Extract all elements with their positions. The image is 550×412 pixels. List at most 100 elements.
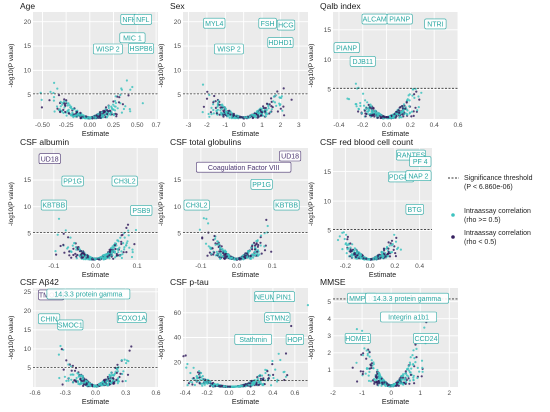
data-point <box>273 101 277 104</box>
data-point <box>60 348 63 351</box>
data-point <box>223 249 227 252</box>
x-axis-title: Estimate <box>232 399 259 406</box>
data-point <box>131 85 134 89</box>
data-point <box>416 366 419 369</box>
data-point <box>59 100 62 103</box>
data-point <box>68 250 71 253</box>
data-point <box>259 108 262 112</box>
data-point <box>88 384 91 387</box>
data-point <box>128 108 131 111</box>
data-point <box>251 244 254 247</box>
panels: -0.50 -0.25 0.00 0.25 0.50 0.75101520AgeEstim… <box>8 1 463 406</box>
data-point <box>70 256 73 259</box>
data-point <box>129 88 132 91</box>
data-point <box>264 371 267 375</box>
data-point <box>404 370 407 373</box>
y-tick-label: 15 <box>24 327 32 334</box>
data-point <box>59 344 62 348</box>
data-point <box>55 253 58 256</box>
data-point <box>376 116 379 119</box>
data-point <box>253 115 256 118</box>
data-point <box>362 370 365 373</box>
data-point <box>217 243 220 246</box>
data-point <box>63 98 66 101</box>
data-point <box>347 247 350 250</box>
data-point <box>401 107 404 110</box>
data-point <box>115 368 118 371</box>
data-point <box>260 252 263 255</box>
data-point <box>398 379 401 382</box>
panel-title: CSF albumin <box>20 137 69 147</box>
panel-4: -0.1 0.0 0.1 5 10 15 CSF albumin Estimate -log10… <box>8 137 158 279</box>
data-point <box>421 370 424 373</box>
data-point <box>112 103 115 106</box>
data-point <box>124 379 127 383</box>
data-point <box>107 104 110 108</box>
data-point <box>62 368 65 371</box>
data-point <box>211 247 214 250</box>
data-point <box>349 246 352 249</box>
x-tick-label: 0.0 <box>232 263 241 270</box>
protein-label: NTRI <box>427 22 443 29</box>
data-point <box>365 107 368 110</box>
protein-label: MIC 1 <box>123 35 142 42</box>
data-point <box>200 376 203 379</box>
y-tick-label: 5 <box>177 231 181 238</box>
protein-labels: UD18 PP1G CH3L2 KBTBB PSB9 <box>38 153 153 216</box>
data-point <box>369 380 373 383</box>
protein-labels: MYL4 FSH HCG WISP 2 HDHD1 <box>203 17 296 55</box>
data-point <box>408 371 412 374</box>
data-point <box>113 244 116 247</box>
protein-label-box <box>61 175 84 187</box>
data-point <box>125 251 128 254</box>
data-point <box>405 374 408 377</box>
data-point <box>371 111 374 114</box>
data-point <box>107 377 110 380</box>
data-point <box>213 251 216 254</box>
data-point <box>123 246 126 249</box>
x-tick-label: -2 <box>204 122 210 129</box>
data-point <box>381 253 384 256</box>
y-tick-label: 15 <box>24 43 32 50</box>
data-point <box>412 88 415 91</box>
data-point <box>216 240 219 243</box>
data-point <box>218 250 221 253</box>
protein-label: CH3L2 <box>186 203 208 210</box>
data-point <box>390 384 393 387</box>
data-point <box>351 366 354 369</box>
data-point <box>74 114 77 118</box>
protein-label-box <box>234 334 272 345</box>
data-point <box>222 252 225 255</box>
data-point <box>69 373 72 376</box>
data-point <box>393 114 396 117</box>
data-point <box>368 367 371 370</box>
y-axis-title: -log10(P value) <box>8 182 15 226</box>
data-point <box>82 384 85 387</box>
data-point <box>185 366 188 369</box>
panel-title: CSF p-tau <box>170 277 209 287</box>
data-point <box>112 246 115 249</box>
protein-labels: NEUM PIN1 STMN2 Stathmin HOP <box>234 291 305 345</box>
y-tick-label: 10 <box>324 57 332 64</box>
panel-2: -3 -2 -1 0 1 2 3 5 10 15 20 Sex Estimate -log10(P val… <box>158 1 308 138</box>
data-point <box>283 114 286 117</box>
data-point <box>115 378 118 381</box>
data-points <box>57 344 133 388</box>
data-point <box>67 379 70 382</box>
data-point <box>280 95 283 98</box>
data-point <box>122 370 125 373</box>
data-point <box>377 257 380 260</box>
data-point <box>120 88 123 91</box>
data-point <box>256 116 259 119</box>
data-point <box>62 243 65 246</box>
data-point <box>74 246 77 249</box>
protein-label: HDHD1 <box>268 40 292 47</box>
data-point <box>97 113 100 116</box>
data-point <box>125 226 128 229</box>
protein-label: HSPB6 <box>130 46 153 53</box>
data-point <box>355 249 358 253</box>
data-point <box>401 113 404 116</box>
data-point <box>377 377 380 380</box>
data-point <box>367 379 371 382</box>
data-point <box>398 106 401 109</box>
